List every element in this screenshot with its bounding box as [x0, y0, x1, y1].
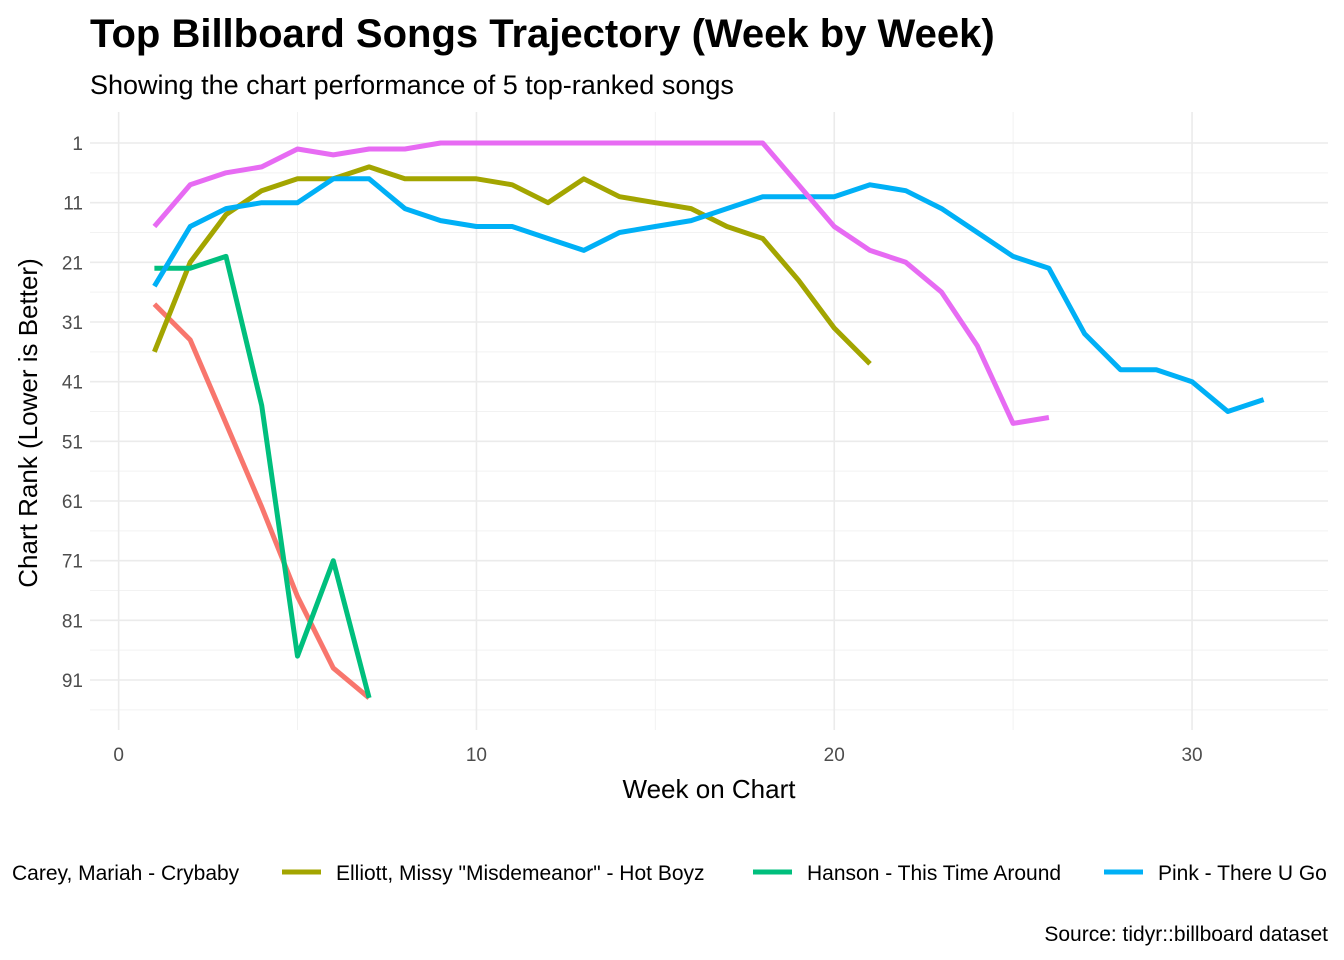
y-axis-title: Chart Rank (Lower is Better) [13, 258, 43, 587]
x-tick-label: 10 [466, 745, 487, 766]
y-tick-label: 91 [62, 671, 83, 692]
y-tick-label: 71 [62, 552, 83, 573]
legend-label: Elliott, Missy "Misdemeanor" - Hot Boyz [336, 862, 705, 885]
x-tick-label: 20 [824, 745, 845, 766]
chart-subtitle: Showing the chart performance of 5 top-r… [90, 70, 734, 100]
series-line [152, 302, 371, 700]
y-tick-label: 51 [62, 432, 83, 453]
y-tick-label: 1 [72, 134, 83, 155]
y-tick-label: 21 [62, 253, 83, 274]
x-axis-ticks: 0 10 20 30 [113, 745, 1202, 766]
legend-label: Pink - There U Go [1158, 862, 1327, 885]
legend-label: Carey, Mariah - Crybaby [12, 862, 240, 885]
y-tick-label: 41 [62, 373, 83, 394]
series-line [152, 140, 1050, 426]
series-line [152, 176, 1265, 414]
y-tick-label: 31 [62, 313, 83, 334]
series-lines [152, 140, 1265, 700]
legend-label: Hanson - This Time Around [807, 862, 1061, 885]
series-line [154, 253, 372, 699]
chart-title: Top Billboard Songs Trajectory (Week by … [90, 12, 995, 56]
series-line [152, 164, 872, 366]
chart-caption: Source: tidyr::billboard dataset [1044, 923, 1328, 946]
x-axis-title: Week on Chart [623, 774, 797, 804]
x-tick-label: 30 [1181, 745, 1202, 766]
y-tick-label: 11 [63, 194, 83, 215]
y-tick-label: 81 [62, 611, 83, 632]
legend: Carey, Mariah - Crybaby Elliott, Missy "M… [12, 862, 1327, 885]
x-tick-label: 0 [113, 745, 124, 766]
y-tick-label: 61 [62, 492, 83, 513]
